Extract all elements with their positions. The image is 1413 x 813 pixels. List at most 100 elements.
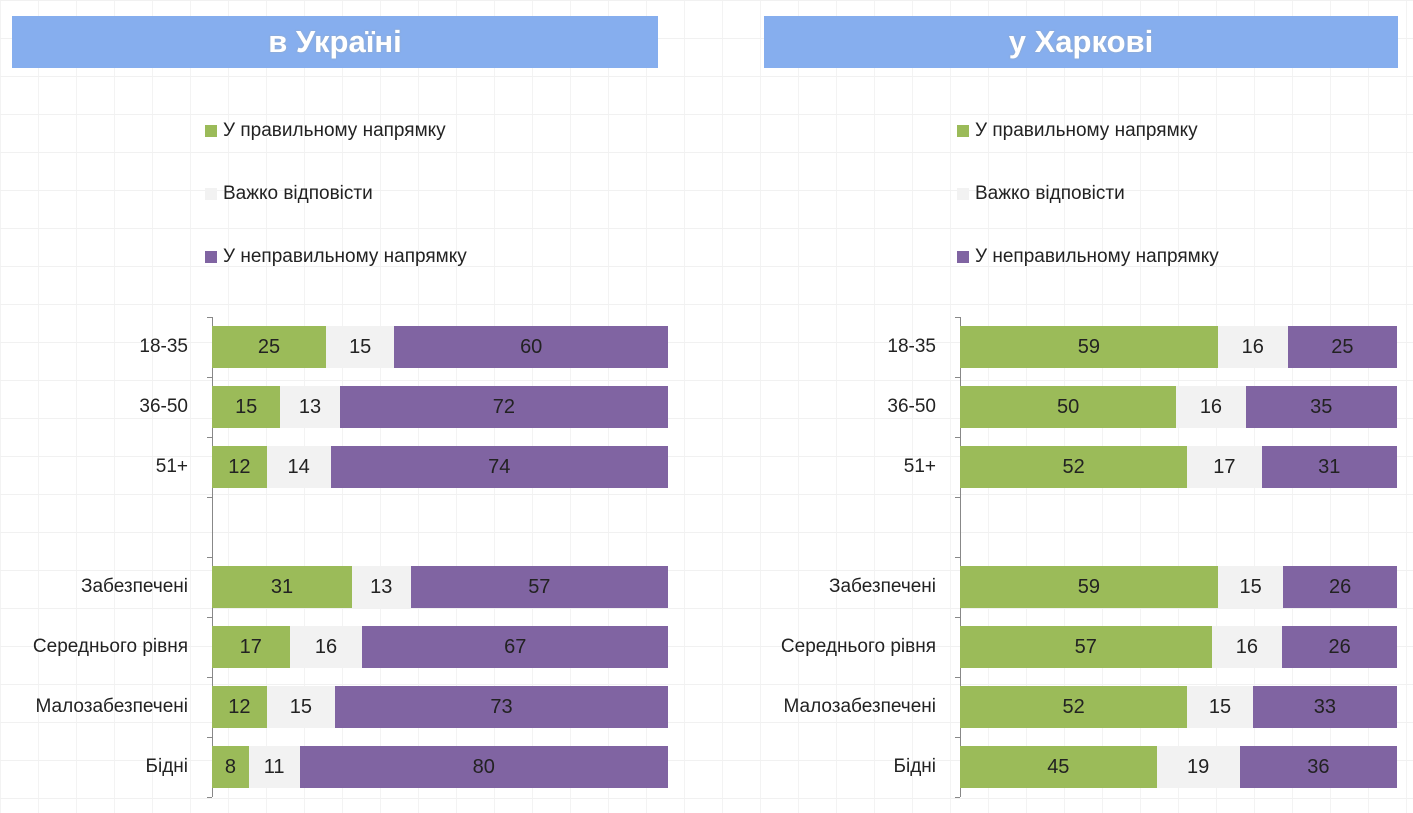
data-label: 16 <box>1235 635 1259 658</box>
bar-segment: 72 <box>339 386 668 428</box>
bar-row: 18-35 25 15 60 <box>139 326 668 368</box>
bar-segment: 74 <box>330 446 668 488</box>
bar-segment: 50 <box>960 386 1177 428</box>
data-label: 50 <box>1057 395 1080 418</box>
bar-row: Бідні 8 11 80 <box>146 746 668 788</box>
bar-segment: 11 <box>248 746 300 788</box>
data-label: 14 <box>287 455 310 478</box>
legend-label: У правильному напрямку <box>975 120 1198 141</box>
axis-tick <box>207 377 212 378</box>
data-label: 35 <box>1310 395 1333 418</box>
bar-segment: 17 <box>1187 446 1262 488</box>
bar-segment: 26 <box>1283 566 1397 608</box>
data-label: 12 <box>228 695 251 718</box>
bar-row: 51+ 12 14 74 <box>156 446 668 488</box>
axis-tick <box>955 377 960 378</box>
axis-tick <box>955 437 960 438</box>
bar-segment: 73 <box>335 686 668 728</box>
axis-tick <box>207 797 212 798</box>
legend-item-hard: Важко відповісти <box>957 183 1125 205</box>
category-label: 36-50 <box>887 396 936 417</box>
legend-swatch <box>957 188 969 200</box>
category-axis <box>960 317 961 797</box>
category-label: 51+ <box>155 456 188 477</box>
data-label: 80 <box>472 755 495 778</box>
bar-segment: 19 <box>1156 746 1240 788</box>
data-label: 13 <box>370 575 393 598</box>
bar-segment: 17 <box>212 626 290 668</box>
category-label: 51+ <box>903 456 936 477</box>
data-label: 26 <box>1328 635 1351 658</box>
category-label: 18-35 <box>887 336 936 357</box>
bar-row: Бідні 45 19 36 <box>894 746 1397 788</box>
legend-item-right: У правильному напрямку <box>957 120 1198 142</box>
category-label: Середнього рівня <box>780 636 936 657</box>
bar-row: Середнього рівня 57 16 26 <box>781 626 1397 668</box>
axis-tick <box>955 497 960 498</box>
category-label: 18-35 <box>139 336 188 357</box>
data-label: 33 <box>1313 695 1336 718</box>
data-label: 36 <box>1307 755 1330 778</box>
data-label: 15 <box>235 395 258 418</box>
axis-tick <box>955 317 960 318</box>
chart-title-ukraine: в Україні <box>12 16 658 68</box>
bar-segment: 59 <box>960 326 1218 368</box>
data-label: 19 <box>1187 755 1210 778</box>
bar-segment: 15 <box>1187 686 1253 728</box>
legend-label: У правильному напрямку <box>223 120 446 141</box>
bar-segment: 15 <box>326 326 395 368</box>
bar-segment: 35 <box>1245 386 1397 428</box>
bar-segment: 25 <box>212 326 326 368</box>
bar-segment: 67 <box>362 626 668 668</box>
bar-segment: 57 <box>960 626 1212 668</box>
data-label: 52 <box>1062 695 1085 718</box>
bar-row: Малозабезпечені 12 15 73 <box>36 686 668 728</box>
bar-segment: 16 <box>1217 326 1288 368</box>
legend-label: У неправильному напрямку <box>975 246 1219 267</box>
data-label: 15 <box>349 335 372 358</box>
bar-segment: 13 <box>351 566 411 608</box>
legend-item-hard: Важко відповісти <box>205 183 373 205</box>
legend-label: Важко відповісти <box>975 183 1125 204</box>
bar-segment: 15 <box>1217 566 1284 608</box>
data-label: 59 <box>1077 575 1101 598</box>
bar-segment: 16 <box>1211 626 1283 668</box>
category-label: 36-50 <box>139 396 188 417</box>
data-label: 25 <box>257 335 281 358</box>
data-label: 16 <box>1241 335 1264 358</box>
data-label: 57 <box>1074 635 1097 658</box>
data-label: 67 <box>504 635 527 658</box>
category-label: Бідні <box>145 756 189 777</box>
data-label: 57 <box>528 575 551 598</box>
bar-segment: 57 <box>410 566 668 608</box>
bar-segment: 12 <box>212 686 267 728</box>
axis-tick <box>207 317 212 318</box>
bar-segment: 31 <box>1261 446 1397 488</box>
bar-segment: 52 <box>960 446 1188 488</box>
data-label: 59 <box>1077 335 1101 358</box>
bar-segment: 59 <box>960 566 1218 608</box>
data-label: 31 <box>1318 455 1341 478</box>
axis-tick <box>207 617 212 618</box>
axis-tick <box>207 737 212 738</box>
bar-row: Забезпечені 31 13 57 <box>81 566 668 608</box>
bar-row: Забезпечені 59 15 26 <box>829 566 1397 608</box>
bar-segment: 31 <box>212 566 352 608</box>
data-label: 15 <box>1239 575 1262 598</box>
bar-segment: 26 <box>1282 626 1397 668</box>
legend-swatch <box>205 251 217 263</box>
data-label: 17 <box>239 635 262 658</box>
axis-tick <box>955 557 960 558</box>
bar-segment: 12 <box>212 446 267 488</box>
axis-tick <box>207 677 212 678</box>
data-label: 74 <box>488 455 511 478</box>
data-label: 8 <box>224 755 236 778</box>
category-label: Забезпечені <box>829 576 936 597</box>
bar-segment: 33 <box>1252 686 1397 728</box>
axis-tick <box>207 437 212 438</box>
data-label: 11 <box>263 755 285 778</box>
bar-segment: 45 <box>960 746 1157 788</box>
category-label: Бідні <box>893 756 937 777</box>
legend-label: У неправильному напрямку <box>223 246 467 267</box>
data-label: 12 <box>228 455 251 478</box>
